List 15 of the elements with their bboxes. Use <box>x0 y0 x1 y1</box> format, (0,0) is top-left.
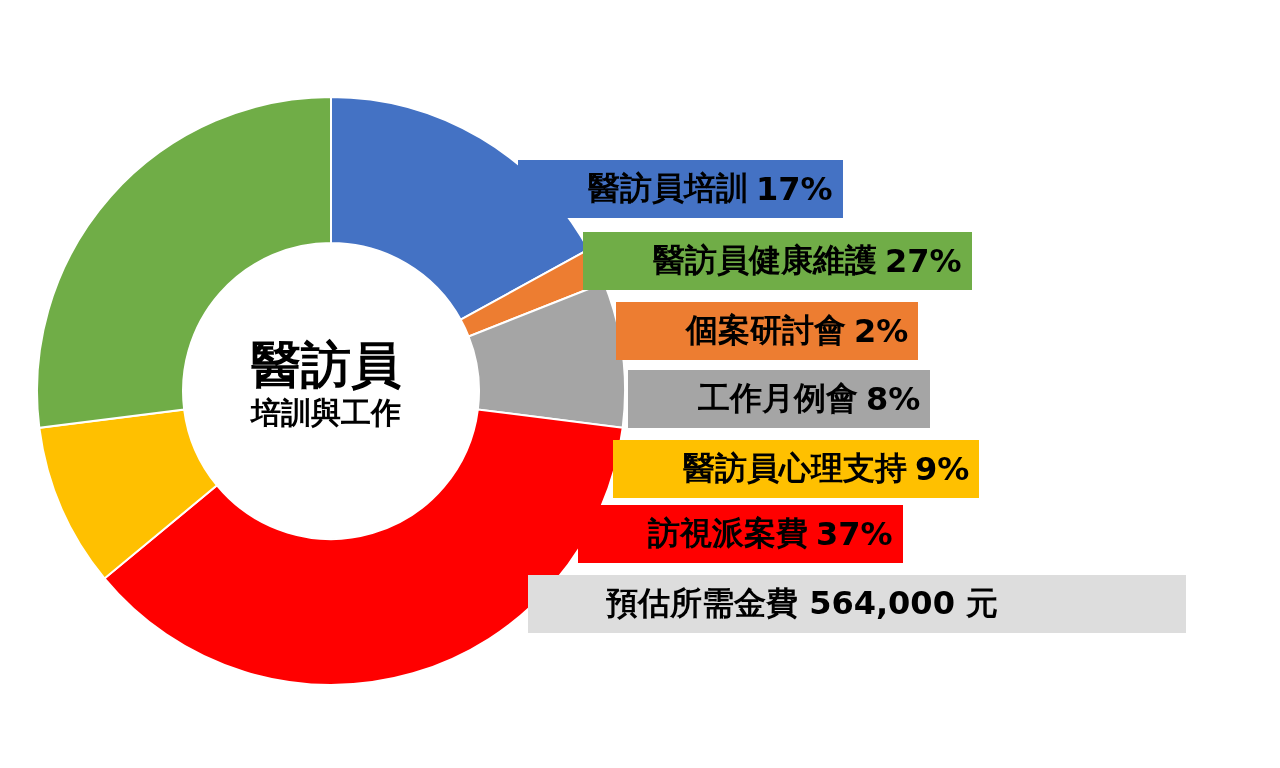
data-label: 17% <box>756 170 833 208</box>
legend-label: 訪視派案費 <box>648 513 808 554</box>
legend-label: 醫訪員健康維護 <box>653 240 877 281</box>
data-label: 8% <box>866 380 921 418</box>
text: 培訓與工作 <box>249 394 402 432</box>
legend-label: 工作月例會 <box>698 378 858 419</box>
legend-label: 醫訪員心理支持 <box>683 448 907 489</box>
data-label: 27% <box>885 242 962 280</box>
text: 醫訪員 <box>250 336 402 394</box>
data-label: 2% <box>854 312 909 350</box>
data-label: 9% <box>915 450 970 488</box>
legend-label: 醫訪員培訓 <box>588 168 748 209</box>
data-label: 37% <box>816 515 893 553</box>
text: 預估所需金費 564,000 元 <box>528 575 1186 633</box>
legend-label: 個案研討會 <box>686 310 846 351</box>
